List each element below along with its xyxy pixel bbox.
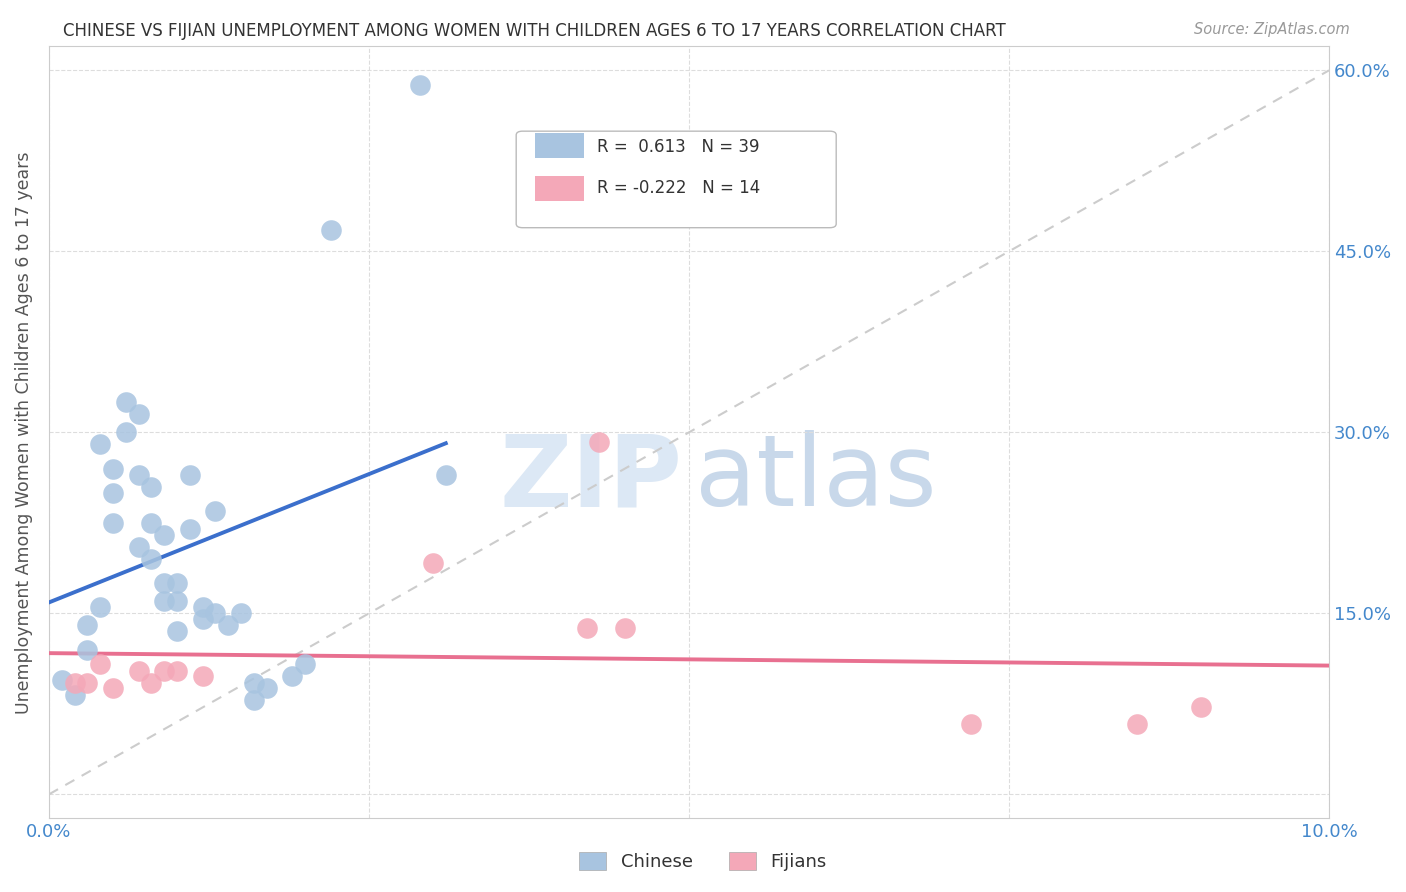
Text: Source: ZipAtlas.com: Source: ZipAtlas.com	[1194, 22, 1350, 37]
Point	[959, 717, 981, 731]
Point	[281, 669, 304, 683]
Point	[229, 607, 252, 621]
Point	[204, 607, 226, 621]
Point	[191, 669, 214, 683]
Text: CHINESE VS FIJIAN UNEMPLOYMENT AMONG WOMEN WITH CHILDREN AGES 6 TO 17 YEARS CORR: CHINESE VS FIJIAN UNEMPLOYMENT AMONG WOM…	[63, 22, 1007, 40]
Text: ZIP: ZIP	[499, 430, 682, 527]
Legend: Chinese, Fijians: Chinese, Fijians	[572, 846, 834, 879]
Point	[1189, 700, 1212, 714]
Point	[179, 467, 201, 482]
Point	[166, 594, 188, 608]
Point	[614, 621, 637, 635]
FancyBboxPatch shape	[536, 134, 583, 158]
Point	[409, 78, 432, 92]
Text: R = -0.222   N = 14: R = -0.222 N = 14	[596, 178, 761, 196]
Point	[128, 407, 150, 421]
Point	[319, 222, 342, 236]
Point	[217, 618, 239, 632]
Point	[588, 435, 610, 450]
Point	[1126, 717, 1149, 731]
Point	[76, 618, 98, 632]
Point	[101, 461, 124, 475]
Point	[128, 467, 150, 482]
Point	[242, 693, 264, 707]
Point	[166, 624, 188, 639]
Point	[89, 437, 111, 451]
Point	[76, 676, 98, 690]
Point	[204, 504, 226, 518]
Point	[256, 681, 278, 695]
Point	[242, 676, 264, 690]
Point	[101, 516, 124, 530]
Point	[114, 425, 136, 440]
Point	[153, 528, 176, 542]
Point	[294, 657, 316, 671]
Point	[434, 467, 457, 482]
Point	[51, 673, 73, 687]
Point	[89, 657, 111, 671]
FancyBboxPatch shape	[516, 131, 837, 227]
Text: atlas: atlas	[696, 430, 936, 527]
Point	[422, 556, 444, 570]
Point	[128, 540, 150, 554]
FancyBboxPatch shape	[536, 176, 583, 201]
Point	[141, 480, 163, 494]
Y-axis label: Unemployment Among Women with Children Ages 6 to 17 years: Unemployment Among Women with Children A…	[15, 151, 32, 714]
Point	[128, 665, 150, 679]
Point	[166, 576, 188, 591]
Point	[141, 552, 163, 566]
Point	[179, 522, 201, 536]
Point	[575, 621, 598, 635]
Point	[141, 676, 163, 690]
Point	[141, 516, 163, 530]
Text: R =  0.613   N = 39: R = 0.613 N = 39	[596, 137, 759, 155]
Point	[63, 676, 86, 690]
Point	[166, 665, 188, 679]
Point	[153, 576, 176, 591]
Point	[101, 681, 124, 695]
Point	[153, 594, 176, 608]
Point	[191, 612, 214, 626]
Point	[114, 395, 136, 409]
Point	[101, 485, 124, 500]
Point	[153, 665, 176, 679]
Point	[89, 600, 111, 615]
Point	[191, 600, 214, 615]
Point	[76, 642, 98, 657]
Point	[63, 689, 86, 703]
